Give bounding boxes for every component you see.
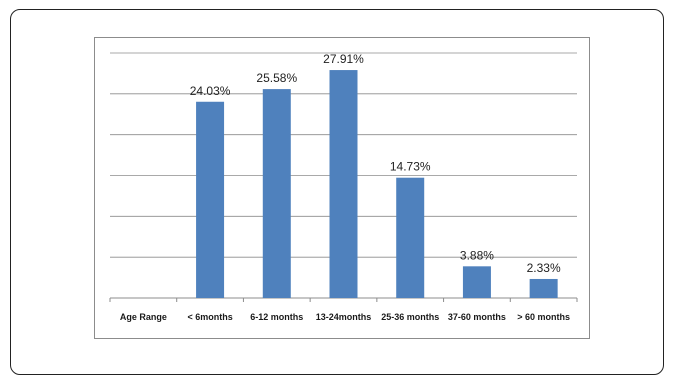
bar xyxy=(529,278,558,298)
bar-value-label: 2.33% xyxy=(527,261,561,275)
bar xyxy=(462,266,491,298)
x-tick-label: > 60 months xyxy=(517,312,570,322)
bar xyxy=(196,101,225,298)
bar xyxy=(329,70,358,298)
x-tick-label: 37-60 months xyxy=(448,312,506,322)
x-tick-label: 25-36 months xyxy=(381,312,439,322)
bar-value-label: 25.58% xyxy=(256,71,297,85)
chart-area: Age Range 24.03% < 6months 25.58% 6-12 month… xyxy=(94,37,590,339)
x-tick-label: 6-12 months xyxy=(250,312,303,322)
x-tick-label: < 6months xyxy=(187,312,232,322)
bar-value-label: 24.03% xyxy=(190,84,231,98)
bar xyxy=(396,177,425,298)
bar-value-label: 27.91% xyxy=(323,52,364,66)
x-tick-label: Age Range xyxy=(120,312,167,322)
bar-value-label: 3.88% xyxy=(460,248,494,262)
bar-chart: Age Range 24.03% < 6months 25.58% 6-12 month… xyxy=(109,52,578,322)
x-tick-label: 13-24months xyxy=(316,312,372,322)
bar xyxy=(262,89,291,298)
bar-value-label: 14.73% xyxy=(390,160,431,174)
